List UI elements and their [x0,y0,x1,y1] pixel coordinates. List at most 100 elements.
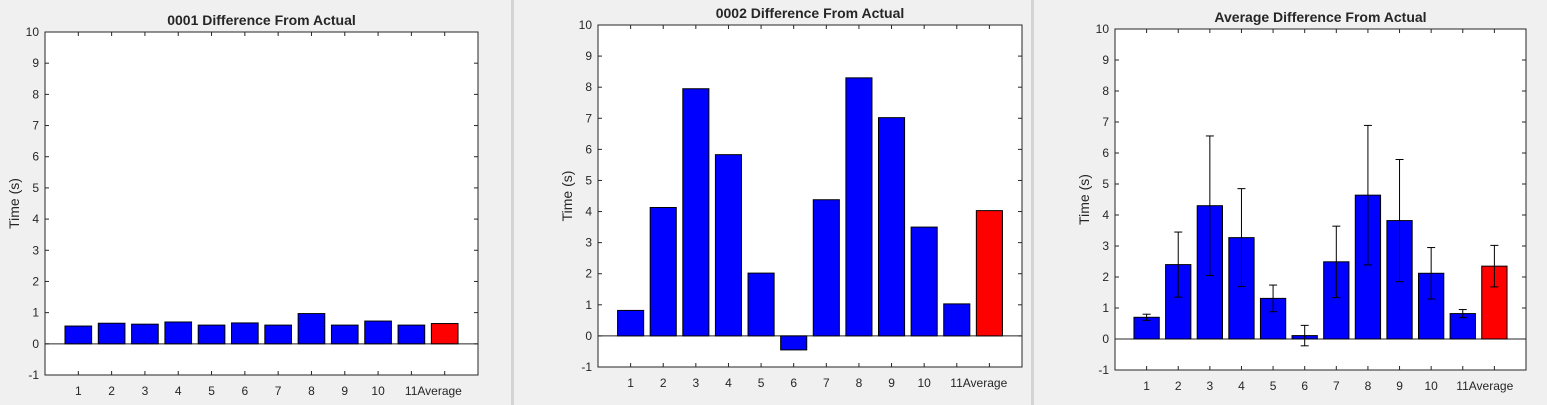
y-tick-label: 1 [1102,301,1109,315]
y-axis-label: Time (s) [1076,174,1092,225]
x-tick-label: 4 [725,376,732,390]
bar-2 [97,322,126,345]
y-tick-label: 1 [585,298,592,312]
y-tick-label: 8 [1102,84,1109,98]
y-tick-label: 2 [32,274,39,288]
bar-6 [780,335,808,351]
x-tick-label: 9 [1396,379,1403,393]
bar-4 [164,321,193,345]
x-tick-label: 10 [917,376,931,390]
y-tick-label: 5 [1102,177,1109,191]
panel-divider [511,0,514,405]
y-tick-label: 10 [579,18,593,32]
y-tick-label: 6 [585,142,592,156]
x-tick-label: 6 [242,384,249,398]
y-tick-label: 5 [585,173,592,187]
x-tick-label: 6 [790,376,797,390]
bar-9 [877,117,906,337]
bar-1 [617,309,645,337]
x-tick-label: 4 [1238,379,1245,393]
x-tick-label: 9 [888,376,895,390]
x-tick-label: 3 [1207,379,1214,393]
y-tick-label: 10 [1096,22,1110,36]
x-tick-label: 7 [275,384,282,398]
x-tick-label: 6 [1301,379,1308,393]
bar-3 [131,323,159,345]
bar-7 [264,324,292,345]
plot-area [44,31,479,376]
x-tick-label: Average [963,376,1008,390]
y-tick-label: 8 [585,80,592,94]
x-tick-label: 10 [1424,379,1438,393]
y-tick-label: 10 [26,25,40,39]
bar-5 [197,324,226,345]
x-tick-label: 1 [75,384,82,398]
x-tick-label: 10 [371,384,385,398]
y-tick-label: 9 [1102,53,1109,67]
x-tick-label: 9 [341,384,348,398]
x-tick-label: 5 [1270,379,1277,393]
bar-10 [910,226,938,337]
chart-title: 0002 Difference From Actual [716,5,905,21]
y-tick-label: 4 [1102,208,1109,222]
y-tick-label: 9 [32,56,39,70]
y-tick-label: -1 [581,360,592,374]
y-tick-label: 7 [585,111,592,125]
x-tick-label: 2 [108,384,115,398]
x-tick-label: 11 [950,376,963,390]
x-tick-label: 5 [758,376,765,390]
x-tick-label: 1 [627,376,634,390]
y-tick-label: 5 [32,181,39,195]
y-tick-label: 0 [585,329,592,343]
x-tick-label: 2 [660,376,667,390]
bar-chart-0002: 0002 Difference From Actual Time (s) -1 0… [559,5,1023,390]
y-tick-label: 8 [32,87,39,101]
y-tick-label: 2 [1102,270,1109,284]
chart-panel-0001: 0001 Difference From Actual Time (s) -1 0… [0,0,512,405]
bar-chart-0001: 0001 Difference From Actual Time (s) -1 0… [6,12,479,398]
x-tick-label: 4 [175,384,182,398]
y-tick-label: -1 [1098,363,1109,377]
x-tick-label: Average [1469,379,1514,393]
x-tick-label: 8 [308,384,315,398]
bar-9 [330,324,359,345]
chart-title: Average Difference From Actual [1214,9,1426,25]
y-axis-label: Time (s) [6,178,22,229]
bar-chart-average: Average Difference From Actual Time (s) … [1076,9,1527,393]
y-axis-label: Time (s) [559,171,575,222]
bar-4 [714,154,743,337]
chart-panel-0002: 0002 Difference From Actual Time (s) -1 0… [514,0,1030,405]
y-tick-label: 6 [1102,146,1109,160]
chart-title: 0001 Difference From Actual [167,12,356,28]
x-tick-label: 8 [856,376,863,390]
bar-11 [943,303,971,337]
y-tick-label: 0 [32,337,39,351]
x-tick-label: 8 [1365,379,1372,393]
y-tick-label: -1 [28,368,39,382]
bar-8 [845,77,873,337]
x-tick-label: 1 [1143,379,1150,393]
x-tick-label: 7 [1333,379,1340,393]
bar-average [430,323,459,345]
x-tick-label: 2 [1175,379,1182,393]
y-tick-label: 9 [585,49,592,63]
y-tick-label: 3 [32,243,39,257]
y-tick-label: 3 [585,236,592,250]
y-tick-label: 4 [585,205,592,219]
bar-11 [397,324,426,345]
x-tick-label: 3 [693,376,700,390]
chart-panel-average: Average Difference From Actual Time (s) … [1034,0,1547,405]
x-tick-label: 11 [1456,379,1469,393]
x-tick-label: 7 [823,376,830,390]
bar-7 [812,199,840,337]
y-tick-label: 7 [32,119,39,133]
bar-1 [64,325,93,345]
bar-average [975,210,1003,337]
bar-6 [231,322,259,345]
y-tick-label: 4 [32,212,39,226]
bar-8 [297,313,326,345]
x-tick-label: 11 [405,384,418,398]
y-tick-label: 7 [1102,115,1109,129]
y-tick-label: 2 [585,267,592,281]
y-tick-label: 0 [1102,332,1109,346]
